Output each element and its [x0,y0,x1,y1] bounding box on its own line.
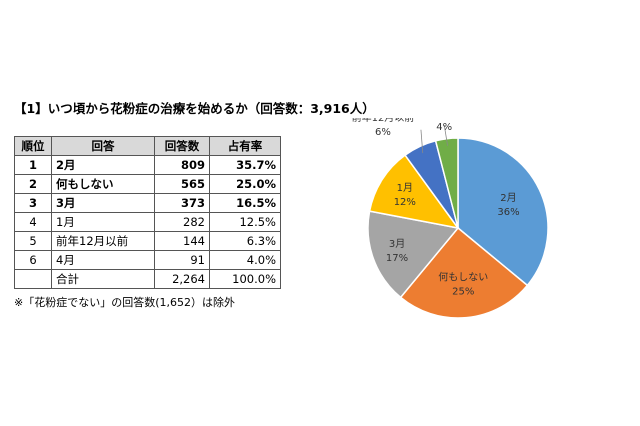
row-share: 35.7% [209,155,281,175]
table-row: 6 4月 91 4.0% [14,250,281,270]
slice-label: 前年12月以前 [352,118,415,124]
pie-slice [457,137,549,287]
header-share: 占有率 [209,136,281,156]
row-share: 12.5% [209,212,281,232]
row-rank: 3 [14,193,52,213]
header-count: 回答数 [154,136,210,156]
row-share: 6.3% [209,231,281,251]
row-rank: 1 [14,155,52,175]
row-answer: 2月 [51,155,155,175]
total-rank [14,269,52,289]
row-answer: 1月 [51,212,155,232]
slice-value-label: 17% [386,253,408,264]
table-row: 3 3月 373 16.5% [14,193,281,213]
row-answer: 3月 [51,193,155,213]
table-row: 1 2月 809 35.7% [14,155,281,175]
row-share: 16.5% [209,193,281,213]
row-answer: 4月 [51,250,155,270]
row-count: 565 [154,174,210,194]
chart-title: 【1】いつ頃から花粉症の治療を始めるか（回答数：3,916人） [14,101,375,116]
slice-value-label: 6% [375,127,391,138]
leader-line [443,125,449,146]
slice-label: 2月 [500,192,516,204]
total-share: 100.0% [209,269,281,289]
row-share: 25.0% [209,174,281,194]
total-count: 2,264 [154,269,210,289]
slice-label: 3月 [389,238,405,250]
table-row: 5 前年12月以前 144 6.3% [14,231,281,251]
pie-slice [367,210,460,299]
pie-slice [399,226,529,319]
ranking-table: 順位 回答 回答数 占有率 1 2月 809 35.7% 2 何もしない 565… [14,136,281,289]
slice-value-label: 12% [394,197,416,208]
slice-value-label: 36% [497,207,519,218]
pie-slice [368,154,460,230]
pie-chart: 2月 36% 何もしない 25% 3月 17% 1月 12% 前年12月以前 6% 4月 4% [352,118,549,319]
row-count: 809 [154,155,210,175]
header-rank: 順位 [14,136,52,156]
leader-line [420,129,424,154]
row-rank: 6 [14,250,52,270]
row-answer: 前年12月以前 [51,231,155,251]
row-count: 373 [154,193,210,213]
table-row: 4 1月 282 12.5% [14,212,281,232]
row-count: 144 [154,231,210,251]
header-answer: 回答 [51,136,155,156]
total-answer: 合計 [51,269,155,289]
slice-label: 1月 [397,182,413,194]
table-header-row: 順位 回答 回答数 占有率 [14,136,281,156]
row-count: 91 [154,250,210,270]
table-total-row: 合計 2,264 100.0% [14,269,281,289]
row-rank: 5 [14,231,52,251]
slice-label: 何もしない [438,271,488,284]
row-rank: 4 [14,212,52,232]
row-share: 4.0% [209,250,281,270]
row-count: 282 [154,212,210,232]
slice-value-label: 25% [452,287,474,298]
row-answer: 何もしない [51,174,155,194]
row-rank: 2 [14,174,52,194]
slice-value-label: 4% [436,122,452,133]
table-row: 2 何もしない 565 25.0% [14,174,281,194]
footnote: ※「花粉症でない」の回答数(1,652）は除外 [14,296,235,309]
slice-label: 4月 [436,118,452,119]
